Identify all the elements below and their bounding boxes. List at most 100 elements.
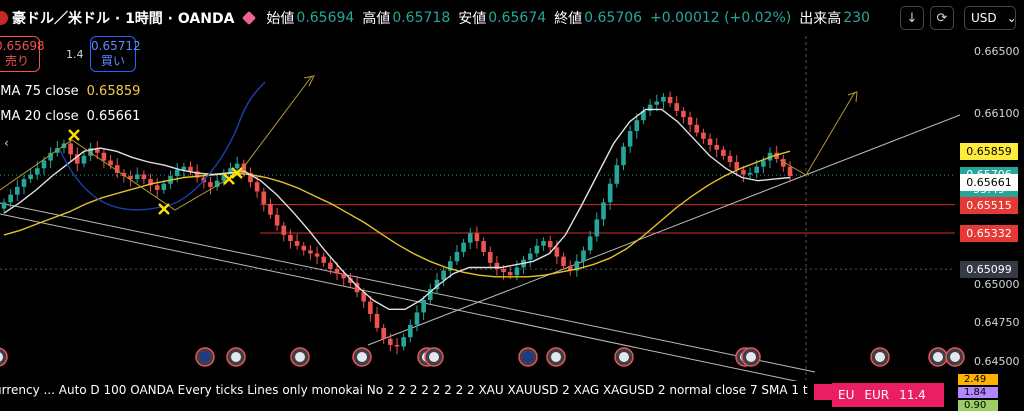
candle-body xyxy=(388,338,393,345)
side-value-2: 1.84 xyxy=(958,387,998,398)
candle-body xyxy=(607,183,613,203)
legend-collapse-icon[interactable]: ‹ xyxy=(4,136,9,150)
candle-body xyxy=(634,120,640,132)
candle-body xyxy=(35,168,40,175)
down-arrow-button[interactable]: ↓ xyxy=(900,6,924,30)
candle-body xyxy=(714,145,720,150)
open-label: 始値 xyxy=(266,11,295,27)
candle-body xyxy=(614,165,620,184)
candle-body xyxy=(547,241,553,248)
flag-center-icon xyxy=(200,352,210,362)
candle-body xyxy=(188,166,193,172)
candle-body xyxy=(507,272,513,276)
candle-body xyxy=(587,236,593,251)
buy-price: 0.65712 xyxy=(91,39,141,53)
candle-body xyxy=(321,256,327,263)
mini-cell-2: EUR xyxy=(864,388,890,402)
candle-body xyxy=(281,225,287,235)
candle-body xyxy=(94,148,100,153)
close-label: 終値 xyxy=(554,11,583,27)
candle-body xyxy=(574,261,580,271)
candle-body xyxy=(88,148,93,156)
candle-body xyxy=(48,152,53,161)
y-tick-label: 0.65000 xyxy=(974,277,1020,291)
candle-body xyxy=(334,269,340,274)
high-value: 0.65718 xyxy=(392,10,451,26)
candle-body xyxy=(261,191,267,204)
price-label-r2: 0.65332 xyxy=(960,225,1018,243)
sma20-label: SMA 20 close xyxy=(0,109,79,124)
candle-body xyxy=(454,251,460,262)
candle-body xyxy=(141,174,147,180)
legend-sma75[interactable]: SMA 75 close 0.65859 xyxy=(0,84,140,99)
symbol-title[interactable]: 豪ドル／米ドル · 1時間 · OANDA xyxy=(12,11,235,27)
close-value: 0.65706 xyxy=(584,10,643,26)
flag-center-icon xyxy=(231,352,241,362)
candle-body xyxy=(761,160,766,167)
price-label-r1: 0.65515 xyxy=(960,196,1018,214)
candle-body xyxy=(447,261,453,271)
candle-body xyxy=(627,131,633,147)
layout-toggle-button[interactable]: ⟳ xyxy=(930,6,954,30)
candle-body xyxy=(274,214,280,226)
volume-label: 出来高 xyxy=(799,11,842,27)
candle-body xyxy=(234,163,240,169)
candle-body xyxy=(727,155,733,163)
sma75-value: 0.65859 xyxy=(86,84,141,99)
candle-body xyxy=(114,165,120,173)
candle-body xyxy=(661,96,666,102)
candle-body xyxy=(15,186,20,195)
down-arrow-icon: ↓ xyxy=(906,10,918,26)
projection-arrowhead-2 xyxy=(847,91,858,103)
currency-value: USD xyxy=(971,11,997,25)
mini-cell-3: 11.4 xyxy=(899,388,926,402)
candle-body xyxy=(354,282,360,293)
flag-center-icon xyxy=(619,352,629,362)
mini-cell-1: EU xyxy=(838,388,855,402)
candle-body xyxy=(408,324,413,338)
candle-body xyxy=(567,265,573,271)
sma20-line xyxy=(3,108,791,310)
event-flag-us-icon xyxy=(0,347,8,367)
sma20-value: 0.65661 xyxy=(86,109,141,124)
candle-body xyxy=(707,138,713,145)
candle-body xyxy=(594,219,600,237)
change-value: +0.00012 (+0.02%) xyxy=(650,10,792,26)
price-label-sma75: 0.65859 xyxy=(960,143,1018,161)
candle-body xyxy=(534,245,540,254)
candle-body xyxy=(148,179,153,186)
candle-body xyxy=(1,202,7,209)
candle-body xyxy=(174,169,180,176)
candle-body xyxy=(441,270,446,280)
candle-body xyxy=(341,273,347,279)
indicator-settings-text[interactable]: urrency ... Auto D 100 OANDA Every ticks… xyxy=(0,383,808,397)
candle-body xyxy=(554,247,560,257)
candle-body xyxy=(501,269,506,273)
sell-label: 売り xyxy=(4,54,29,68)
candle-body xyxy=(268,203,273,215)
candle-body xyxy=(328,262,333,269)
legend-sma20[interactable]: SMA 20 close 0.65661 xyxy=(0,109,140,124)
candle-body xyxy=(701,132,706,139)
candle-body xyxy=(527,253,533,260)
candle-body xyxy=(641,110,646,121)
candle-body xyxy=(428,289,433,300)
candle-body xyxy=(621,146,626,166)
candle-body xyxy=(314,253,320,257)
candle-body xyxy=(467,233,473,243)
candle-body xyxy=(681,110,686,118)
candle-body xyxy=(394,344,400,347)
currency-select[interactable]: USD ⌄ xyxy=(964,6,1017,30)
status-dot-icon xyxy=(242,10,257,26)
buy-button[interactable]: 0.65712 買い xyxy=(90,36,141,72)
projection-line-1 xyxy=(0,75,313,211)
sell-button[interactable]: 0.65698 売り xyxy=(0,36,45,72)
candle-body xyxy=(581,250,586,262)
candle-body xyxy=(734,162,740,170)
cross-marker-icon xyxy=(158,203,170,215)
cross-marker-icon xyxy=(223,173,235,185)
candle-body xyxy=(374,313,380,328)
candle-body xyxy=(494,262,500,269)
candle-body xyxy=(21,179,27,187)
